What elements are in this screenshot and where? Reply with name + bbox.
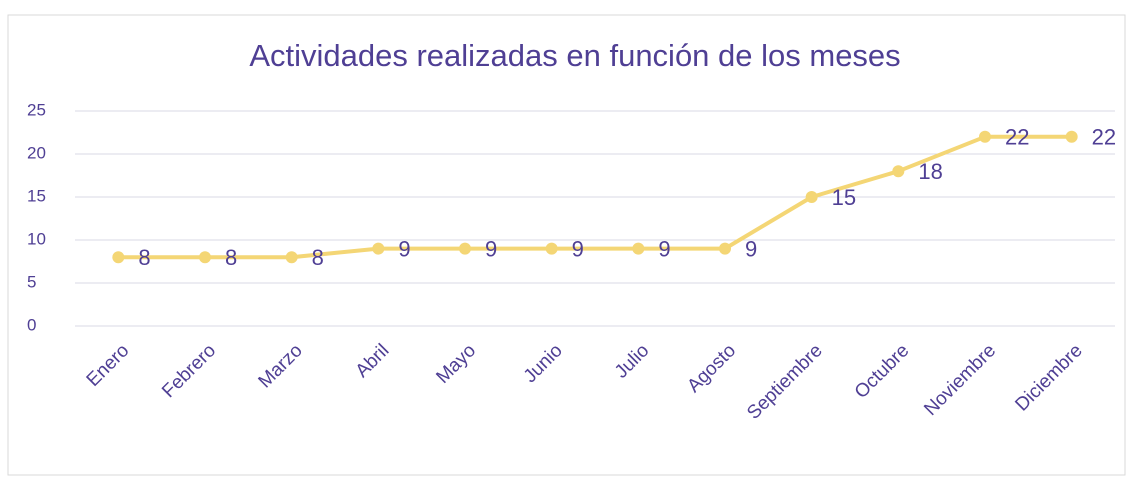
data-point (199, 251, 211, 264)
data-label: 9 (572, 236, 584, 261)
data-label: 8 (225, 245, 237, 270)
data-label: 22 (1092, 125, 1116, 150)
y-tick-label: 15 (27, 186, 46, 205)
data-point (372, 242, 385, 255)
chart-title: Actividades realizadas en función de los… (249, 38, 900, 73)
y-tick-label: 10 (27, 229, 46, 248)
data-label: 8 (138, 245, 150, 270)
data-point (892, 165, 905, 178)
data-label: 9 (398, 236, 410, 261)
data-label: 15 (832, 185, 856, 210)
y-tick-label: 0 (27, 315, 36, 334)
data-label: 9 (745, 236, 757, 261)
data-label: 8 (312, 245, 324, 270)
data-label: 22 (1005, 125, 1029, 150)
data-point (285, 251, 298, 264)
data-point (459, 242, 471, 255)
data-label: 18 (918, 159, 942, 184)
data-point (1065, 130, 1078, 143)
data-point (979, 130, 991, 143)
y-tick-label: 20 (27, 143, 46, 162)
data-point (632, 242, 645, 255)
data-point (112, 251, 125, 264)
data-label: 9 (485, 236, 497, 261)
data-point (545, 242, 558, 255)
data-point (805, 191, 818, 203)
data-line (118, 134, 1072, 260)
data-label: 9 (658, 236, 670, 261)
y-tick-label: 25 (27, 100, 46, 119)
y-tick-label: 5 (27, 272, 36, 291)
chart-frame (7, 14, 1126, 476)
data-point (719, 242, 731, 255)
